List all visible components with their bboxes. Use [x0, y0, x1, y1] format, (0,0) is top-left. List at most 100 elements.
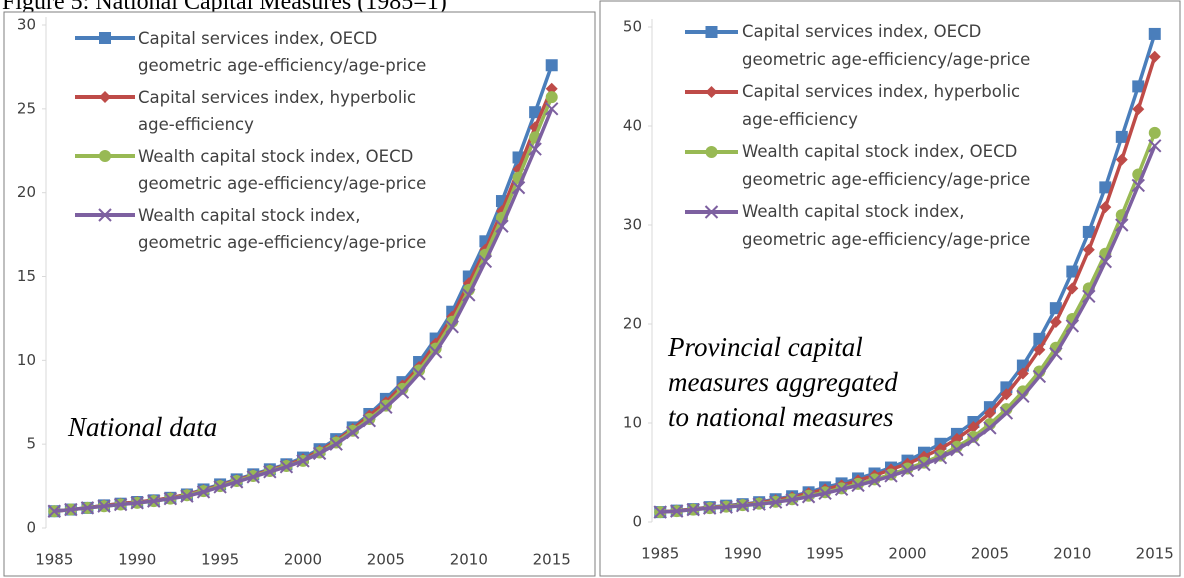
- marker: [529, 121, 542, 134]
- legend-label: Wealth capital stock index, OECD geometr…: [742, 142, 1031, 189]
- marker: [1148, 139, 1162, 153]
- marker: [163, 491, 178, 506]
- marker: [462, 288, 476, 302]
- marker: [346, 425, 360, 440]
- legend-label: Wealth capital stock index, OECD geometr…: [138, 146, 427, 193]
- marker: [983, 421, 997, 435]
- marker: [147, 494, 161, 508]
- marker: [1148, 50, 1161, 63]
- marker: [966, 433, 981, 447]
- marker: [752, 497, 766, 511]
- y-tick-label: 40: [623, 117, 642, 135]
- y-tick-label: 30: [17, 16, 36, 34]
- chart-frame: [3, 11, 596, 577]
- marker: [97, 499, 111, 513]
- marker: [702, 501, 717, 515]
- marker: [1132, 103, 1145, 116]
- legend-label: Capital services index, hyperbolic age-e…: [138, 87, 417, 134]
- legend-label: Wealth capital stock index, geometric ag…: [138, 205, 427, 252]
- marker: [670, 504, 684, 518]
- x-tick-label: 2005: [367, 551, 405, 569]
- marker: [545, 82, 558, 95]
- marker: [950, 443, 964, 457]
- marker: [329, 437, 343, 451]
- marker: [511, 180, 526, 195]
- marker: [785, 493, 799, 507]
- marker: [1148, 27, 1161, 40]
- x-tick-label: 1990: [118, 551, 156, 569]
- marker: [1066, 265, 1079, 278]
- x-tick-label: 2000: [284, 551, 322, 569]
- y-tick-label: 5: [26, 435, 36, 453]
- marker: [801, 490, 816, 504]
- figure-title: Figure 5: National Capital Measures (198…: [2, 0, 447, 15]
- marker: [1099, 201, 1112, 214]
- y-tick-label: 0: [26, 519, 36, 537]
- y-tick-label: 20: [623, 315, 642, 333]
- marker: [705, 146, 718, 158]
- marker: [1016, 389, 1030, 403]
- marker: [900, 463, 915, 478]
- marker: [495, 219, 509, 233]
- y-tick-label: 10: [623, 414, 642, 432]
- marker: [1066, 282, 1079, 295]
- y-tick-label: 0: [632, 513, 642, 531]
- x-tick-label: 2015: [533, 551, 571, 569]
- x-tick-label: 1995: [806, 545, 844, 563]
- x-tick-label: 2010: [450, 551, 488, 569]
- marker: [445, 320, 459, 334]
- marker: [818, 486, 832, 500]
- y-tick-label: 30: [623, 216, 642, 234]
- marker: [1032, 369, 1047, 384]
- marker: [735, 498, 750, 513]
- marker: [917, 457, 931, 472]
- legend-label: Capital services index, OECD geometric a…: [742, 22, 1031, 69]
- marker: [933, 450, 948, 465]
- marker: [545, 91, 558, 104]
- x-tick-label: 2000: [888, 545, 926, 563]
- legend-label: Capital services index, OECD geometric a…: [138, 28, 427, 75]
- marker: [99, 91, 111, 103]
- marker: [1115, 218, 1129, 232]
- marker: [545, 59, 558, 72]
- marker: [834, 482, 849, 497]
- marker: [719, 500, 733, 514]
- marker: [99, 150, 111, 162]
- marker: [47, 504, 61, 518]
- x-tick-label: 1995: [201, 551, 239, 569]
- marker: [478, 254, 493, 269]
- marker: [1016, 367, 1029, 380]
- marker: [1000, 388, 1013, 401]
- x-tick-label: 1985: [641, 545, 679, 563]
- marker: [99, 32, 111, 44]
- marker: [1049, 316, 1062, 329]
- x-tick-label: 2005: [971, 545, 1009, 563]
- annotation: measures aggregated: [668, 367, 898, 397]
- marker: [229, 475, 244, 489]
- y-tick-label: 25: [17, 99, 36, 117]
- marker: [130, 496, 144, 510]
- marker: [999, 406, 1014, 420]
- marker: [1099, 181, 1112, 194]
- marker: [428, 345, 443, 359]
- marker: [686, 502, 700, 517]
- marker: [704, 205, 719, 219]
- marker: [1148, 126, 1161, 139]
- y-tick-label: 50: [623, 18, 642, 36]
- marker: [213, 480, 227, 494]
- marker: [1115, 153, 1128, 166]
- marker: [653, 505, 667, 519]
- marker: [529, 106, 542, 119]
- marker: [1049, 346, 1063, 361]
- annotation: National data: [68, 412, 218, 442]
- marker: [80, 501, 95, 515]
- y-tick-label: 10: [17, 351, 36, 369]
- marker: [98, 208, 112, 222]
- marker: [1049, 302, 1062, 315]
- marker: [1065, 319, 1080, 333]
- marker: [705, 26, 718, 38]
- marker: [246, 470, 260, 484]
- legend-label: Capital services index, hyperbolic age-e…: [742, 82, 1021, 129]
